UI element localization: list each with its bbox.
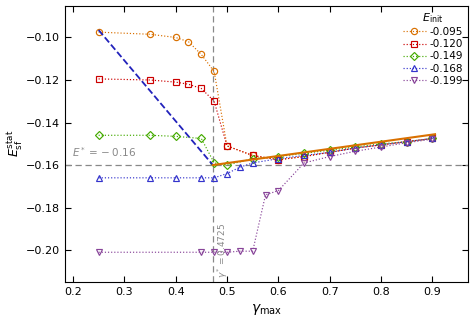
Text: $E^* = -0.16$: $E^* = -0.16$ [72, 145, 136, 159]
X-axis label: $\gamma_{\rm max}$: $\gamma_{\rm max}$ [251, 302, 283, 318]
Legend: -0.095, -0.120, -0.149, -0.168, -0.199: -0.095, -0.120, -0.149, -0.168, -0.199 [401, 9, 465, 88]
Text: $\gamma^* = 0.4725$: $\gamma^* = 0.4725$ [216, 223, 230, 278]
Y-axis label: $E_{\rm sf}^{\rm stat}$: $E_{\rm sf}^{\rm stat}$ [6, 130, 25, 157]
